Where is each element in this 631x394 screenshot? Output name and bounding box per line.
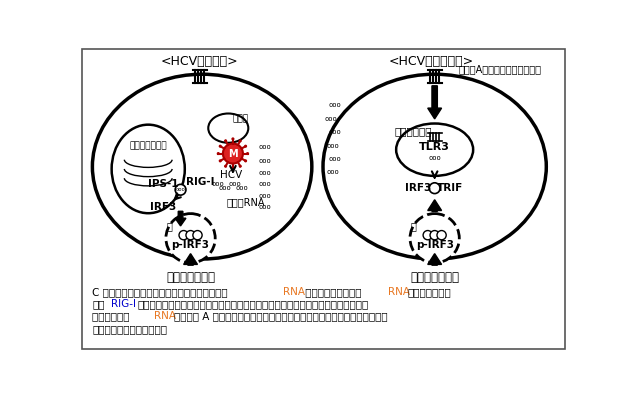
Text: ミトコンドリア: ミトコンドリア: [129, 141, 167, 150]
Circle shape: [244, 145, 247, 148]
FancyArrow shape: [428, 86, 442, 119]
Circle shape: [239, 139, 242, 142]
Text: ooo: ooo: [236, 185, 249, 191]
Circle shape: [175, 184, 186, 195]
Text: <HCV感染細胞>: <HCV感染細胞>: [161, 55, 239, 68]
Circle shape: [246, 152, 249, 155]
Text: クラスAスカベンジャー受容体: クラスAスカベンジャー受容体: [459, 64, 541, 74]
Text: TLR3: TLR3: [419, 142, 450, 152]
Circle shape: [179, 230, 188, 240]
Text: エンドソーム: エンドソーム: [394, 126, 432, 137]
Ellipse shape: [208, 113, 249, 143]
Text: イルス機構を活性化する。: イルス機構を活性化する。: [92, 324, 167, 334]
Circle shape: [219, 145, 221, 148]
Text: M: M: [228, 149, 238, 158]
Circle shape: [410, 214, 459, 263]
FancyArrow shape: [273, 181, 305, 195]
Circle shape: [244, 159, 247, 162]
Circle shape: [232, 167, 235, 170]
Text: はクラス A スカベンジャー受容体により細胞内に取り込まれ、下流の抗ウ: はクラス A スカベンジャー受容体により細胞内に取り込まれ、下流の抗ウ: [174, 311, 387, 322]
Text: ooo: ooo: [259, 158, 271, 164]
Text: p-IRF3: p-IRF3: [172, 240, 209, 250]
FancyArrow shape: [184, 254, 198, 265]
Ellipse shape: [92, 74, 312, 259]
Text: 核: 核: [410, 221, 416, 231]
Text: 抗ウイルス作用: 抗ウイルス作用: [410, 271, 459, 284]
Ellipse shape: [112, 125, 185, 213]
Text: ooo: ooo: [428, 155, 441, 161]
Text: ooo: ooo: [228, 181, 241, 187]
Text: ooo: ooo: [259, 170, 271, 176]
Text: ooo: ooo: [327, 169, 339, 175]
Text: IRF3: IRF3: [404, 183, 431, 193]
Text: ooo: ooo: [328, 156, 341, 162]
Text: ooo: ooo: [259, 193, 271, 199]
Text: RIG-I: RIG-I: [111, 299, 136, 309]
Circle shape: [224, 139, 227, 142]
Text: て、: て、: [92, 299, 105, 309]
Text: を産生する。二本鎖: を産生する。二本鎖: [302, 287, 365, 297]
Ellipse shape: [396, 123, 473, 176]
Text: RNA: RNA: [389, 287, 410, 297]
Text: ooo: ooo: [175, 187, 186, 192]
Text: RIG-I: RIG-I: [186, 177, 214, 187]
Ellipse shape: [323, 74, 546, 259]
Circle shape: [232, 138, 235, 140]
Text: ooo: ooo: [259, 204, 271, 210]
Text: ooo: ooo: [324, 116, 337, 122]
Text: 抗ウイルス作用: 抗ウイルス作用: [166, 271, 215, 284]
Circle shape: [429, 183, 440, 193]
Circle shape: [219, 159, 221, 162]
FancyArrow shape: [175, 211, 186, 226]
Text: と呼ばれる宿主因子に認識されるが、一部、細胞外にも放出される。細胞外に放出: と呼ばれる宿主因子に認識されるが、一部、細胞外にも放出される。細胞外に放出: [138, 299, 369, 309]
Text: C 型肝炎ウイルスは感染後、複製により二本鎖: C 型肝炎ウイルスは感染後、複製により二本鎖: [92, 287, 231, 297]
Circle shape: [437, 230, 446, 240]
Circle shape: [166, 214, 215, 263]
Circle shape: [239, 165, 242, 168]
Text: された二本鎖: された二本鎖: [92, 311, 133, 322]
Text: RNA: RNA: [283, 287, 305, 297]
Circle shape: [423, 230, 432, 240]
Text: 核: 核: [166, 221, 172, 231]
Text: ooo: ooo: [328, 102, 341, 108]
FancyArrow shape: [428, 254, 442, 265]
Text: 小胞体: 小胞体: [233, 114, 249, 123]
Text: HCV: HCV: [220, 171, 242, 180]
Text: ooo: ooo: [219, 185, 232, 191]
FancyBboxPatch shape: [82, 49, 565, 349]
Text: p-IRF3: p-IRF3: [416, 240, 454, 250]
Circle shape: [223, 143, 243, 164]
Circle shape: [216, 152, 220, 155]
Text: IPS-1: IPS-1: [148, 179, 179, 190]
Text: RNA: RNA: [155, 311, 177, 322]
Text: ooo: ooo: [259, 181, 271, 187]
Text: ooo: ooo: [211, 181, 224, 187]
Text: IRF3: IRF3: [150, 202, 177, 212]
Text: ooo: ooo: [328, 129, 341, 135]
Circle shape: [224, 165, 227, 168]
Text: は細胞内におい: は細胞内におい: [408, 287, 451, 297]
Circle shape: [193, 230, 202, 240]
Text: ooo: ooo: [259, 144, 271, 151]
Text: TRIF: TRIF: [437, 183, 463, 193]
Text: ooo: ooo: [327, 143, 339, 149]
Text: <HCV非感染細胞>: <HCV非感染細胞>: [388, 55, 473, 68]
Text: 二本鎖RNA: 二本鎖RNA: [227, 197, 265, 207]
Circle shape: [430, 230, 439, 240]
Circle shape: [186, 230, 195, 240]
FancyArrow shape: [428, 200, 442, 211]
